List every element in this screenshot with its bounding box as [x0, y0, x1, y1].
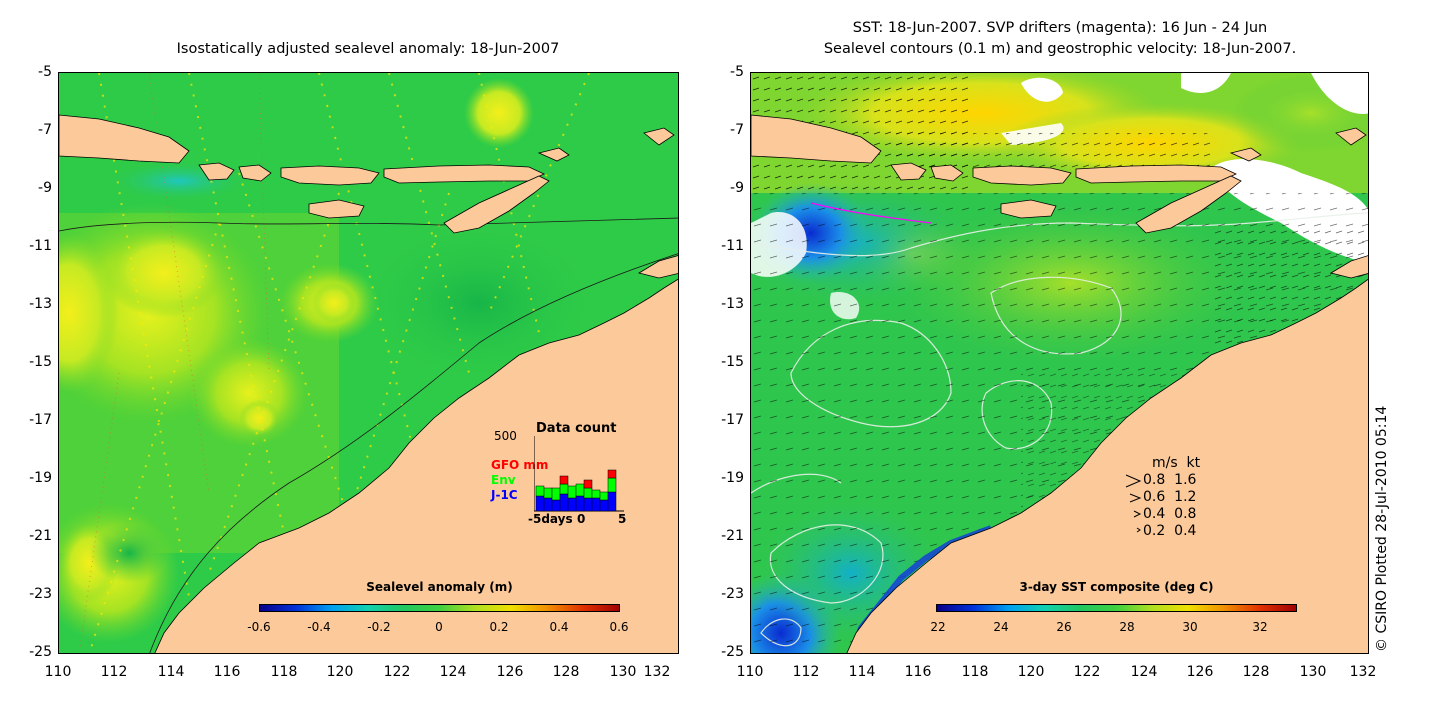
- java-island: [59, 114, 190, 164]
- colorbar-tick: 28: [1119, 620, 1135, 634]
- y-tick: -23: [29, 586, 52, 602]
- x-tick: 130: [609, 664, 637, 680]
- y-tick: -9: [38, 180, 52, 196]
- colorbar-tick: 24: [993, 620, 1009, 634]
- colorbar-tick: 0.2: [489, 620, 509, 634]
- x-tick: 122: [1073, 664, 1101, 680]
- sst-field: [751, 73, 1368, 653]
- x-tick: 126: [496, 664, 524, 680]
- y-tick: -11: [721, 238, 744, 254]
- x-tick: 124: [439, 664, 467, 680]
- left-map-title: Isostatically adjusted sealevel anomaly:…: [176, 41, 560, 57]
- y-tick: -7: [730, 122, 744, 138]
- right-map-title-line1: SST: 18-Jun-2007. SVP drifters (magenta)…: [852, 20, 1268, 36]
- x-tick: 132: [643, 664, 671, 680]
- right-map-title-line2: Sealevel contours (0.1 m) and geostrophi…: [823, 41, 1297, 57]
- x-tick: 112: [100, 664, 128, 680]
- y-tick: -23: [721, 586, 744, 602]
- y-tick: -17: [29, 412, 52, 428]
- x-tick: 132: [1349, 664, 1377, 680]
- x-tick: 112: [792, 664, 820, 680]
- x-tick: 126: [1186, 664, 1214, 680]
- data-count-chart: [534, 436, 624, 512]
- velocity-legend-row: 0.4 0.8: [1143, 506, 1197, 522]
- y-tick: -13: [721, 296, 744, 312]
- shelf-isobath: [149, 253, 678, 653]
- inset-y-max: 500: [494, 429, 517, 443]
- australia-landmass: [154, 278, 678, 653]
- y-tick: -11: [29, 238, 52, 254]
- y-tick: -17: [721, 412, 744, 428]
- java-island: [751, 114, 882, 164]
- x-tick: 120: [1017, 664, 1045, 680]
- colorbar-tick: -0.6: [247, 620, 271, 634]
- colorbar-tick: 22: [930, 620, 946, 634]
- plot-credit: © CSIRO Plotted 28-Jul-2010 05:14: [1374, 405, 1390, 652]
- svp-drifter-track: [810, 202, 932, 224]
- colorbar-tick: 30: [1182, 620, 1198, 634]
- colorbar-tick: -0.2: [367, 620, 391, 634]
- legend-env: Env: [491, 473, 516, 487]
- inset-x-label-mid: 0: [577, 512, 586, 526]
- colorbar-tick: -0.4: [307, 620, 331, 634]
- y-tick: -21: [29, 528, 52, 544]
- colorbar-tick: 32: [1252, 620, 1268, 634]
- y-tick: -19: [721, 470, 744, 486]
- x-tick: 120: [326, 664, 354, 680]
- colorbar-tick: 0: [435, 620, 443, 634]
- x-tick: 128: [1242, 664, 1270, 680]
- x-tick: 124: [1130, 664, 1158, 680]
- y-tick: -19: [29, 470, 52, 486]
- flores-island: [383, 164, 545, 184]
- x-tick: 130: [1299, 664, 1327, 680]
- y-tick: -25: [29, 644, 52, 660]
- x-tick: 110: [44, 664, 72, 680]
- velocity-arrows: [1125, 474, 1142, 533]
- y-tick: -5: [730, 64, 744, 80]
- x-tick: 122: [383, 664, 411, 680]
- colorbar-tick: 0.6: [609, 620, 629, 634]
- velocity-legend-row: 0.8 1.6: [1143, 472, 1197, 488]
- y-tick: -13: [29, 296, 52, 312]
- x-tick: 110: [736, 664, 764, 680]
- x-tick: 116: [213, 664, 241, 680]
- colorbar-title: Sealevel anomaly (m): [366, 580, 513, 594]
- sealevel-anomaly-map: [58, 72, 679, 654]
- colorbar-gradient: [259, 604, 620, 612]
- y-tick: -7: [38, 122, 52, 138]
- velocity-legend-row: 0.2 0.4: [1143, 523, 1197, 539]
- x-tick: 114: [848, 664, 876, 680]
- y-tick: -15: [721, 354, 744, 370]
- y-tick: -5: [38, 64, 52, 80]
- timor-island: [443, 175, 550, 234]
- x-tick: 118: [961, 664, 989, 680]
- y-tick: -15: [29, 354, 52, 370]
- inset-x-label-right: 5: [618, 512, 627, 526]
- colorbar-title: 3-day SST composite (deg C): [1019, 580, 1214, 594]
- colorbar-tick: 0.4: [549, 620, 569, 634]
- sealevel-anomaly-field: [59, 73, 678, 653]
- y-tick: -25: [721, 644, 744, 660]
- x-tick: 128: [552, 664, 580, 680]
- australia-landmass: [846, 278, 1368, 653]
- x-tick: 118: [270, 664, 298, 680]
- x-tick: 116: [904, 664, 932, 680]
- velocity-legend-row: 0.6 1.2: [1143, 489, 1197, 505]
- colorbar-gradient: [936, 604, 1297, 612]
- count-bars: [535, 469, 617, 512]
- inset-title: Data count: [536, 421, 617, 436]
- x-tick: 114: [157, 664, 185, 680]
- sst-map: [750, 72, 1369, 654]
- velocity-legend-header: m/s kt: [1152, 455, 1201, 471]
- y-tick: -21: [721, 528, 744, 544]
- y-tick: -9: [730, 180, 744, 196]
- legend-j1c: J-1C: [491, 488, 518, 502]
- timor-island: [1135, 175, 1242, 234]
- colorbar-tick: 26: [1056, 620, 1072, 634]
- inset-x-label-left: -5days: [528, 512, 573, 526]
